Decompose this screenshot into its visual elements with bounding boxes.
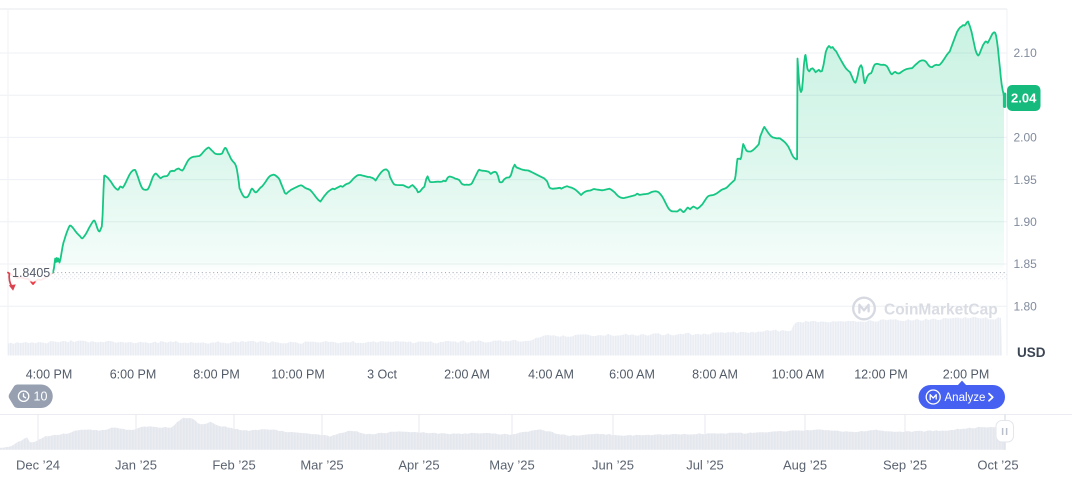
svg-text:Aug ’25: Aug ’25 (783, 458, 827, 473)
svg-text:Analyze: Analyze (945, 392, 986, 404)
svg-text:3 Oct: 3 Oct (367, 368, 397, 382)
svg-text:2.10: 2.10 (1014, 46, 1038, 60)
svg-text:2.00: 2.00 (1014, 131, 1038, 145)
svg-text:CoinMarketCap: CoinMarketCap (884, 302, 998, 319)
svg-text:8:00 PM: 8:00 PM (193, 368, 240, 382)
svg-text:1.80: 1.80 (1014, 299, 1038, 313)
svg-text:10:00 AM: 10:00 AM (772, 368, 825, 382)
svg-text:1.95: 1.95 (1014, 173, 1038, 187)
svg-text:1.85: 1.85 (1014, 257, 1038, 271)
svg-text:4:00 AM: 4:00 AM (528, 368, 574, 382)
svg-text:May ’25: May ’25 (489, 458, 535, 473)
svg-text:Apr ’25: Apr ’25 (398, 458, 439, 473)
svg-text:2:00 AM: 2:00 AM (444, 368, 490, 382)
svg-text:6:00 AM: 6:00 AM (609, 368, 655, 382)
svg-text:8:00 AM: 8:00 AM (692, 368, 738, 382)
svg-text:Jul ’25: Jul ’25 (686, 458, 724, 473)
svg-text:Jan ’25: Jan ’25 (115, 458, 157, 473)
svg-text:2:00 PM: 2:00 PM (943, 368, 990, 382)
svg-text:10: 10 (34, 390, 48, 404)
svg-text:6:00 PM: 6:00 PM (110, 368, 157, 382)
svg-text:2.04: 2.04 (1011, 91, 1037, 106)
svg-text:10:00 PM: 10:00 PM (271, 368, 325, 382)
svg-text:Jun ’25: Jun ’25 (592, 458, 634, 473)
svg-text:1.90: 1.90 (1014, 215, 1038, 229)
svg-text:USD: USD (1017, 345, 1046, 360)
svg-text:Oct ’25: Oct ’25 (977, 458, 1018, 473)
svg-text:12:00 PM: 12:00 PM (854, 368, 908, 382)
svg-text:Dec ’24: Dec ’24 (16, 458, 60, 473)
svg-text:4:00 PM: 4:00 PM (26, 368, 73, 382)
svg-text:Mar ’25: Mar ’25 (300, 458, 343, 473)
svg-text:Feb ’25: Feb ’25 (212, 458, 255, 473)
svg-text:1.8405: 1.8405 (12, 266, 50, 280)
svg-text:Sep ’25: Sep ’25 (883, 458, 927, 473)
